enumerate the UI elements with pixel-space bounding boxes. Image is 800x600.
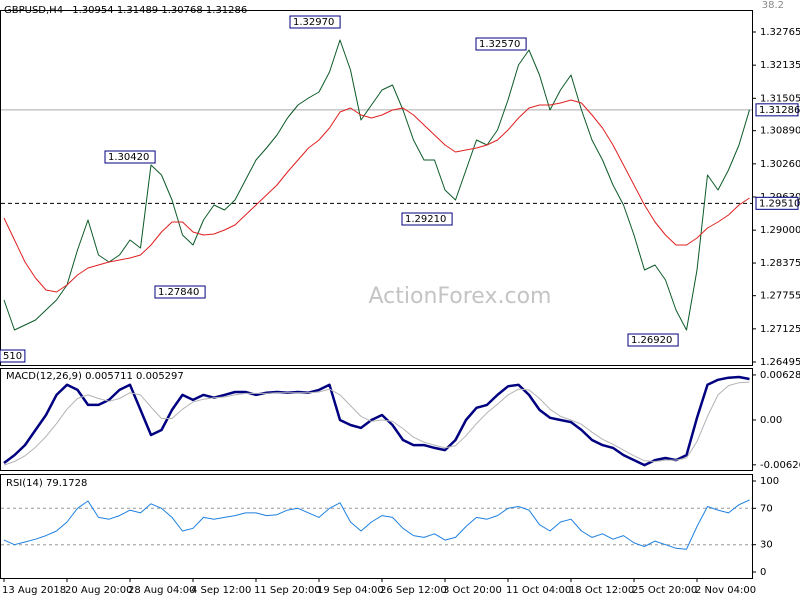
y-tick-label: 1.32765 xyxy=(760,27,800,38)
x-tick-label: 25 Oct 20:00 xyxy=(632,585,697,596)
series-line xyxy=(3,375,750,467)
macd-readout: 0.005711 xyxy=(85,371,133,382)
annotation-box xyxy=(154,285,206,299)
macd-header: MACD(12,26,9) 0.005711 0.005297 xyxy=(6,371,184,382)
annotation-box xyxy=(627,333,679,347)
y-tick-label: 1.26495 xyxy=(760,357,800,368)
annotation-box xyxy=(289,15,341,29)
close: 1.31286 xyxy=(206,5,247,16)
y-tick-label: 0.00 xyxy=(760,415,782,426)
rsi-panel xyxy=(0,474,753,579)
y-tick-label: 1.29000 xyxy=(760,225,800,236)
y-tick-label: 1.28375 xyxy=(760,258,800,269)
y-tick-label: 1.30890 xyxy=(760,126,800,137)
annotation-box xyxy=(401,212,453,226)
x-tick-label: 19 Sep 04:00 xyxy=(317,585,384,596)
annotation-label: 1.30420 xyxy=(108,152,149,163)
x-tick-label: 4 Sep 12:00 xyxy=(191,585,251,596)
annotation-box xyxy=(475,37,527,51)
y-tick-label: 1.27125 xyxy=(760,324,800,335)
x-tick-label: 26 Sep 12:00 xyxy=(380,585,447,596)
high: 1.31489 xyxy=(117,5,158,16)
series-line xyxy=(3,499,750,550)
symbol: GBPUSD,H4 xyxy=(4,5,63,16)
annotation-label: 510 xyxy=(3,351,22,362)
x-tick-label: 11 Sep 20:00 xyxy=(254,585,321,596)
y-tick-label: 0 xyxy=(760,567,766,578)
y-tick-label: 70 xyxy=(760,503,773,514)
x-tick-label: 3 Oct 20:00 xyxy=(443,585,502,596)
annotation-label: 1.29210 xyxy=(405,214,446,225)
rsi-header: RSI(14) 79.1728 xyxy=(6,478,87,489)
price-box xyxy=(755,196,799,210)
price-box-label: 1.31286 xyxy=(759,105,800,116)
y-tick-label: 30 xyxy=(760,540,773,551)
price-box-label: 1.29510 xyxy=(759,198,800,209)
x-tick-label: 13 Aug 2018 xyxy=(2,585,66,596)
price-box xyxy=(755,103,799,117)
annotation-label: 1.26920 xyxy=(631,335,672,346)
annotation-label: 1.32970 xyxy=(293,17,334,28)
x-tick-label: 18 Oct 12:00 xyxy=(569,585,634,596)
y-tick-label: 1.32135 xyxy=(760,60,800,71)
y-tick-label: 1.27755 xyxy=(760,291,800,302)
watermark: ActionForex.com xyxy=(369,284,552,309)
fib-label: 38.2 xyxy=(762,0,784,11)
header: GBPUSD,H4 1.30954 1.31489 1.30768 1.3128… xyxy=(4,5,247,16)
y-tick-label: 1.30260 xyxy=(760,159,800,170)
series-line xyxy=(3,39,750,331)
x-tick-label: 2 Nov 04:00 xyxy=(695,585,756,596)
rsi-title: RSI(14) xyxy=(6,478,43,489)
price-panel xyxy=(0,10,753,366)
annotation-box xyxy=(104,150,156,164)
y-tick-label: 1.31505 xyxy=(760,93,800,104)
y-tick-label: -0.00626 xyxy=(760,460,800,471)
x-tick-label: 28 Aug 04:00 xyxy=(128,585,195,596)
signal-readout: 0.005297 xyxy=(136,371,184,382)
x-tick-label: 20 Aug 20:00 xyxy=(65,585,132,596)
annotation-box xyxy=(0,349,26,363)
x-tick-label: 11 Oct 04:00 xyxy=(506,585,571,596)
low: 1.30768 xyxy=(161,5,202,16)
series-line xyxy=(3,99,750,293)
rsi-readout: 79.1728 xyxy=(46,478,87,489)
annotation-label: 1.32570 xyxy=(479,39,520,50)
y-tick-label: 100 xyxy=(760,476,779,487)
annotation-label: 1.27840 xyxy=(158,287,199,298)
y-tick-label: 0.006281 xyxy=(760,370,800,381)
series-line xyxy=(3,381,750,466)
macd-title: MACD(12,26,9) xyxy=(6,371,82,382)
open: 1.30954 xyxy=(72,5,113,16)
